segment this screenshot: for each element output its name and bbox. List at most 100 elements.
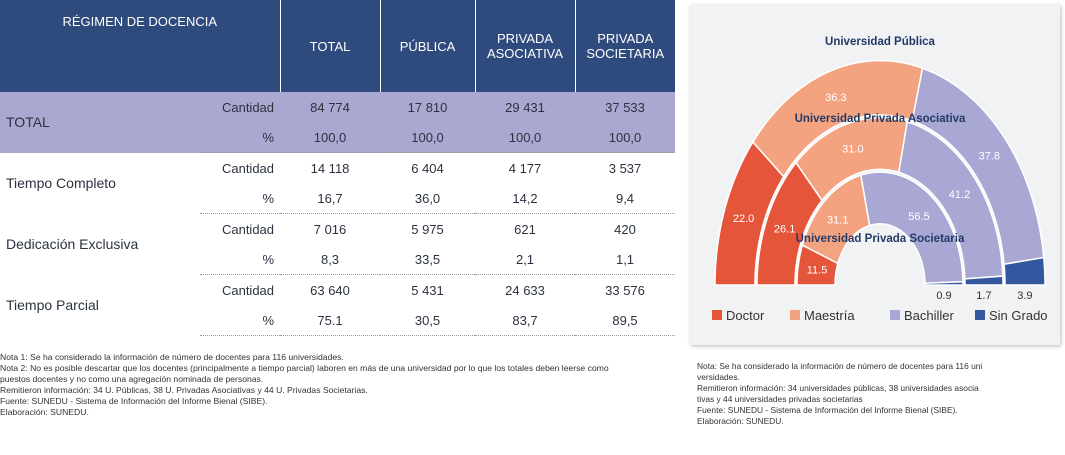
measure-label: Cantidad (200, 92, 281, 122)
value-label: 31.1 (827, 215, 848, 227)
value-label: 1.7 (976, 290, 991, 302)
note-line: versidades. (697, 372, 740, 382)
legend-label: Bachiller (904, 308, 955, 323)
cell: 75.1 (280, 305, 381, 336)
row-label: TOTAL (0, 92, 200, 153)
value-label: 37.8 (979, 151, 1000, 163)
cell: 8,3 (280, 244, 381, 275)
table-row: Tiempo Parcial Cantidad 63 640 5 431 24 633 3… (0, 275, 675, 314)
cell: 100,0 (380, 122, 476, 153)
note-line: Fuente: SUNEDU - Sistema de Información … (0, 396, 268, 406)
ring-segment (924, 281, 964, 286)
header-row: RÉGIMEN DE DOCENCIA TOTAL PÚBLICA PRIVADA A… (0, 0, 676, 92)
value-label: 3.9 (1017, 290, 1032, 302)
value-label: 41.2 (949, 189, 970, 201)
measure-label: Cantidad (221, 221, 275, 237)
cell: 37 533 (575, 92, 676, 122)
table-row: % 16,7 36,0 14,2 9,4 (0, 183, 676, 214)
cell: 6 404 (411, 160, 444, 176)
cell: 29 431 (475, 92, 576, 122)
legend-label: Doctor (726, 308, 765, 323)
legend-swatch (790, 310, 800, 320)
note-line: puestos docentes y no como una agregació… (0, 374, 264, 384)
cell: 100,0 (475, 122, 576, 153)
cell: 14,2 (475, 183, 576, 214)
value-label: 56.5 (908, 211, 929, 223)
chart-panel: 22.0 36.3 37.8 3.9 Universidad Pública 26.1 31… (690, 5, 1060, 345)
ring-segment (1003, 256, 1046, 286)
measure-label: % (200, 305, 281, 336)
note-line: tivas y 44 universidades privadas societ… (697, 394, 863, 404)
docentes-table: RÉGIMEN DE DOCENCIA TOTAL PÚBLICA PRIVADA A… (0, 0, 676, 336)
header-cell: PÚBLICA (379, 0, 476, 92)
measure-label: % (200, 122, 281, 153)
cell: 14 118 (310, 160, 350, 176)
cell: 1,1 (575, 244, 676, 275)
ring-segment (964, 275, 1004, 286)
value-label: 0.9 (936, 290, 951, 302)
cell: 36,0 (380, 183, 476, 214)
legend-swatch (712, 310, 722, 320)
value-label: 31.0 (842, 143, 863, 155)
header-cell: RÉGIMEN DE DOCENCIA (0, 0, 281, 92)
table-row: % 8,3 33,5 2,1 1,1 (0, 244, 676, 275)
header-cell: TOTAL (279, 0, 381, 92)
value-label: 36.3 (825, 92, 846, 104)
cell: 24 633 (505, 282, 545, 298)
note-line: Nota: Se ha considerado la información d… (697, 361, 983, 371)
value-label: 11.5 (807, 264, 828, 276)
header-cell: PRIVADA SOCIETARIA (574, 0, 676, 92)
note-line: Nota 1: Se ha considerado la información… (0, 352, 344, 362)
note-line: Fuente: SUNEDU - Sistema de Información … (697, 405, 958, 415)
cell: 17 810 (380, 92, 476, 122)
note-line: Nota 2: No es posible descartar que los … (0, 363, 609, 373)
row-label: Tiempo Completo (6, 175, 116, 191)
table-row: Dedicación Exclusiva Cantidad 7 016 5 975 62… (0, 214, 675, 253)
measure-label: Cantidad (221, 282, 275, 298)
table-row: Tiempo Completo Cantidad 14 118 6 404 4 177 3… (0, 153, 675, 192)
note-line: Elaboración: SUNEDU. (697, 416, 784, 426)
value-label: 22.0 (733, 213, 754, 225)
table-row: % 100,0 100,0 100,0 100,0 (0, 122, 676, 153)
cell: 621 (514, 221, 536, 237)
chart: 22.0 36.3 37.8 3.9 Universidad Pública 26.1 31… (712, 36, 1048, 323)
cell: 2,1 (475, 244, 576, 275)
legend-swatch (890, 310, 900, 320)
note-line: Remitieron información: 34 universidades… (697, 383, 979, 393)
cell: 30,5 (380, 305, 476, 336)
note-line: Remitieron información: 34 U. Públicas, … (0, 385, 368, 395)
cell: 33 576 (605, 282, 645, 298)
cell: 5 975 (411, 221, 444, 237)
cell: 3 537 (608, 160, 642, 176)
row-label: Tiempo Parcial (6, 297, 99, 313)
chart-notes: Nota: Se ha considerado la información d… (697, 361, 982, 427)
row-label: Dedicación Exclusiva (6, 236, 139, 252)
ring-title: Universidad Privada Societaria (796, 233, 965, 245)
cell: 89,5 (575, 305, 676, 336)
value-label: 26.1 (774, 224, 795, 236)
cell: 84 774 (280, 92, 381, 122)
ring-title: Universidad Privada Asociativa (795, 113, 966, 125)
header-cell: PRIVADA ASOCIATIVA (474, 0, 576, 92)
table-row: % 75.1 30,5 83,7 89,5 (0, 305, 676, 336)
cell: 63 640 (310, 282, 350, 298)
cell: 33,5 (380, 244, 476, 275)
cell: 420 (614, 221, 636, 237)
note-line: Elaboración: SUNEDU. (0, 407, 89, 417)
measure-label: % (200, 183, 281, 214)
legend-label: Maestría (804, 308, 855, 323)
cell: 5 431 (411, 282, 444, 298)
cell: 16,7 (280, 183, 381, 214)
legend-label: Sin Grado (989, 308, 1048, 323)
cell: 100,0 (575, 122, 676, 153)
measure-label: % (200, 244, 281, 275)
measure-label: Cantidad (221, 160, 275, 176)
cell: 83,7 (475, 305, 576, 336)
legend-swatch (975, 310, 985, 320)
cell: 4 177 (508, 160, 542, 176)
notes: Nota 1: Se ha considerado la información… (0, 352, 609, 418)
cell: 9,4 (575, 183, 676, 214)
cell: 100,0 (280, 122, 381, 153)
ring-title: Universidad Pública (825, 36, 936, 48)
